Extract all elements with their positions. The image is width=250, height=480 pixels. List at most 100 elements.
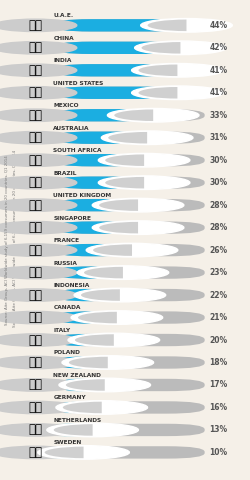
Wedge shape xyxy=(54,424,93,436)
FancyBboxPatch shape xyxy=(53,356,108,369)
Wedge shape xyxy=(105,177,144,189)
Text: AUSTRALIA: AUSTRALIA xyxy=(53,126,90,131)
Text: 21%: 21% xyxy=(209,313,227,322)
FancyBboxPatch shape xyxy=(53,446,205,458)
FancyBboxPatch shape xyxy=(53,132,205,144)
Circle shape xyxy=(101,131,193,144)
FancyBboxPatch shape xyxy=(53,109,205,121)
FancyBboxPatch shape xyxy=(53,312,205,324)
Text: 🇲🇽: 🇲🇽 xyxy=(28,109,42,122)
Circle shape xyxy=(92,221,184,234)
Text: CHINA: CHINA xyxy=(53,36,74,41)
Wedge shape xyxy=(99,199,138,211)
Text: INDIA: INDIA xyxy=(53,58,72,63)
Text: SWEDEN: SWEDEN xyxy=(53,440,82,445)
Wedge shape xyxy=(63,402,102,413)
Text: 🇳🇿: 🇳🇿 xyxy=(28,379,42,392)
Text: 🇺🇸: 🇺🇸 xyxy=(28,86,42,99)
Text: BRAZIL: BRAZIL xyxy=(53,170,77,176)
Text: UNITED STATES: UNITED STATES xyxy=(53,81,104,86)
Circle shape xyxy=(74,288,166,302)
FancyBboxPatch shape xyxy=(53,401,205,414)
Text: 23%: 23% xyxy=(209,268,227,277)
Text: POLAND: POLAND xyxy=(53,350,80,355)
Circle shape xyxy=(0,356,77,369)
Text: INDONESIA: INDONESIA xyxy=(53,283,90,288)
Circle shape xyxy=(0,86,77,99)
FancyBboxPatch shape xyxy=(53,424,205,436)
Circle shape xyxy=(59,378,150,392)
Text: U.A.E.: U.A.E. xyxy=(53,13,74,18)
FancyBboxPatch shape xyxy=(53,154,144,167)
Text: GERMANY: GERMANY xyxy=(53,396,86,400)
Circle shape xyxy=(86,243,178,257)
Circle shape xyxy=(98,154,190,167)
Text: 🇷🇺: 🇷🇺 xyxy=(28,266,42,279)
Text: UNITED KINGDOM: UNITED KINGDOM xyxy=(53,193,112,198)
Circle shape xyxy=(56,401,148,414)
Wedge shape xyxy=(138,64,177,76)
Text: 13%: 13% xyxy=(209,425,227,434)
FancyBboxPatch shape xyxy=(53,289,205,301)
Text: 20%: 20% xyxy=(209,336,227,345)
Circle shape xyxy=(71,311,163,324)
Text: 28%: 28% xyxy=(209,201,228,210)
Text: 🇸🇪: 🇸🇪 xyxy=(28,446,42,459)
Circle shape xyxy=(98,176,190,190)
Circle shape xyxy=(0,154,77,167)
Text: 22%: 22% xyxy=(209,290,227,300)
FancyBboxPatch shape xyxy=(53,266,123,279)
Text: RUSSIA: RUSSIA xyxy=(53,261,77,265)
FancyBboxPatch shape xyxy=(53,312,117,324)
Circle shape xyxy=(0,289,77,301)
Circle shape xyxy=(0,266,77,279)
FancyBboxPatch shape xyxy=(53,289,120,301)
FancyBboxPatch shape xyxy=(53,42,205,54)
Text: 🇬🇧: 🇬🇧 xyxy=(28,199,42,212)
Circle shape xyxy=(0,132,77,144)
FancyBboxPatch shape xyxy=(46,446,91,458)
Text: 🇨🇳: 🇨🇳 xyxy=(28,41,42,54)
FancyBboxPatch shape xyxy=(53,132,147,144)
FancyBboxPatch shape xyxy=(53,356,205,369)
Circle shape xyxy=(0,244,77,256)
Wedge shape xyxy=(66,379,105,391)
Text: 🇿🇦: 🇿🇦 xyxy=(28,154,42,167)
Circle shape xyxy=(135,41,226,55)
FancyBboxPatch shape xyxy=(53,19,186,32)
Circle shape xyxy=(132,63,223,77)
FancyBboxPatch shape xyxy=(53,266,205,279)
FancyBboxPatch shape xyxy=(53,86,178,99)
Circle shape xyxy=(0,221,77,234)
Circle shape xyxy=(0,401,77,414)
Text: 16%: 16% xyxy=(209,403,227,412)
Text: 42%: 42% xyxy=(209,43,227,52)
Text: SOUTH AFRICA: SOUTH AFRICA xyxy=(53,148,102,153)
FancyBboxPatch shape xyxy=(53,221,205,234)
Text: 🇫🇷: 🇫🇷 xyxy=(28,244,42,257)
Circle shape xyxy=(0,334,77,346)
Text: 🇦🇺: 🇦🇺 xyxy=(28,131,42,144)
Wedge shape xyxy=(99,222,138,233)
Wedge shape xyxy=(75,334,114,346)
FancyBboxPatch shape xyxy=(53,199,138,211)
Text: 26%: 26% xyxy=(209,246,227,254)
Wedge shape xyxy=(93,244,132,256)
FancyBboxPatch shape xyxy=(53,401,102,414)
Text: 🇧🇷: 🇧🇷 xyxy=(28,176,42,189)
FancyBboxPatch shape xyxy=(53,64,205,76)
FancyBboxPatch shape xyxy=(53,177,144,189)
Text: 🇮🇳: 🇮🇳 xyxy=(28,64,42,77)
Circle shape xyxy=(0,199,77,211)
Wedge shape xyxy=(45,446,84,458)
Text: MEXICO: MEXICO xyxy=(53,103,79,108)
Text: 33%: 33% xyxy=(209,111,227,120)
Wedge shape xyxy=(142,42,180,54)
FancyBboxPatch shape xyxy=(53,379,205,391)
Text: 🇳🇱: 🇳🇱 xyxy=(28,423,42,436)
Text: 🇮🇩: 🇮🇩 xyxy=(28,288,42,301)
Text: 28%: 28% xyxy=(209,223,228,232)
Wedge shape xyxy=(69,357,108,368)
Circle shape xyxy=(47,423,138,437)
Circle shape xyxy=(108,108,199,122)
